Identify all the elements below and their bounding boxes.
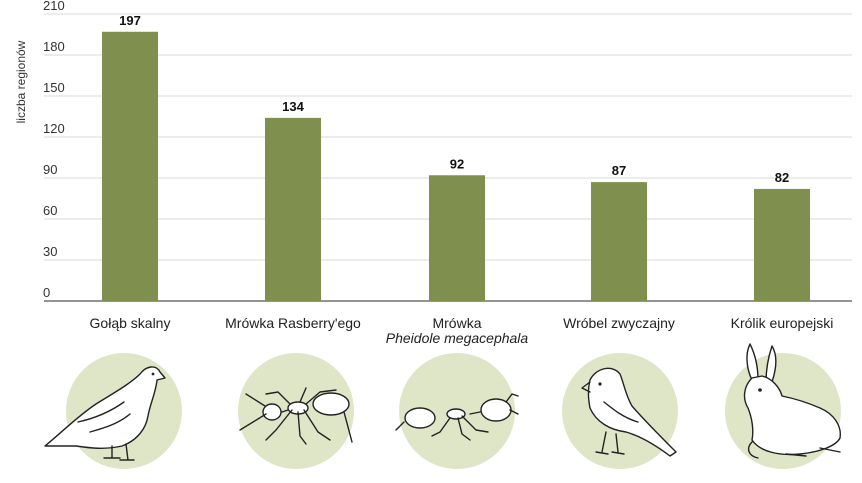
y-tick-label: 30 bbox=[43, 244, 57, 259]
category-label: Wróbel zwyczajny bbox=[563, 315, 675, 331]
y-tick-label: 0 bbox=[43, 285, 50, 300]
value-label: 197 bbox=[119, 13, 141, 28]
bar bbox=[102, 31, 158, 302]
value-label: 92 bbox=[450, 156, 464, 171]
y-tick-label: 210 bbox=[43, 0, 65, 13]
category-label: Mrówka Rasberry'ego bbox=[225, 315, 361, 331]
y-axis-label: liczba regionów bbox=[14, 40, 28, 123]
category-label: Królik europejski bbox=[731, 315, 834, 331]
value-labels: 197 134 92 87 82 bbox=[119, 13, 789, 185]
y-tick-label: 180 bbox=[43, 39, 65, 54]
category-label: Gołąb skalny bbox=[90, 315, 171, 331]
y-axis-ticks: 0 30 60 90 120 150 180 210 bbox=[43, 0, 65, 300]
category-label-latin: Pheidole megacephala bbox=[386, 330, 529, 346]
y-tick-label: 150 bbox=[43, 80, 65, 95]
pigeon-icon bbox=[44, 353, 182, 469]
crazy-ant-icon bbox=[238, 353, 354, 469]
category-labels: Gołąb skalny Mrówka Rasberry'ego MrówkaPhe… bbox=[90, 315, 834, 346]
gridlines bbox=[44, 13, 852, 302]
bar bbox=[265, 117, 321, 301]
value-label: 82 bbox=[775, 170, 789, 185]
bar bbox=[754, 188, 810, 301]
bars bbox=[102, 31, 810, 302]
value-label: 87 bbox=[612, 163, 626, 178]
y-tick-label: 90 bbox=[43, 162, 57, 177]
sparrow-icon bbox=[562, 353, 678, 469]
big-headed-ant-icon bbox=[395, 353, 519, 469]
bar bbox=[429, 175, 485, 301]
rabbit-icon bbox=[725, 343, 841, 469]
bar bbox=[591, 182, 647, 301]
y-tick-label: 60 bbox=[43, 203, 57, 218]
category-label: Mrówka bbox=[432, 315, 481, 331]
value-label: 134 bbox=[282, 99, 304, 114]
y-tick-label: 120 bbox=[43, 121, 65, 136]
